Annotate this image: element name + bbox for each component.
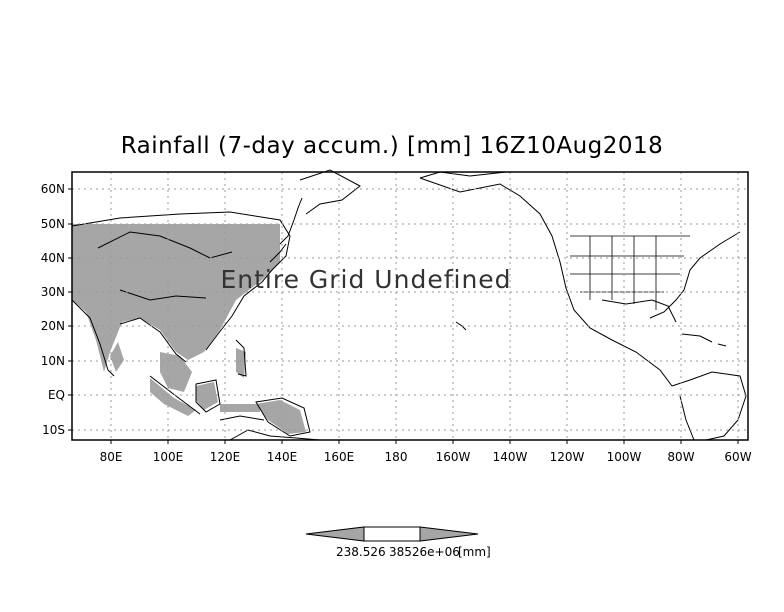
- lon-tick-label: 120E: [210, 450, 241, 464]
- undefined-grid-message: Entire Grid Undefined: [220, 265, 511, 294]
- lon-tick-label: 160W: [436, 450, 471, 464]
- lon-tick-label: 120W: [550, 450, 585, 464]
- lat-tick-label: 40N: [41, 251, 65, 265]
- shaded-rain-region: [72, 224, 306, 434]
- map-title: Rainfall (7-day accum.) [mm] 16Z10Aug201…: [120, 133, 664, 159]
- longitude-axis: 80E 100E 120E 140E 160E 180 160W 140W 120W 100W 80…: [100, 440, 752, 464]
- lat-tick-label: 50N: [41, 217, 65, 231]
- lon-tick-label: 180: [385, 450, 408, 464]
- us-state-borders: [570, 235, 690, 310]
- colorbar-label-min: 238.526: [336, 545, 386, 559]
- map-frame: [71, 171, 749, 441]
- lat-tick-label: 10N: [41, 354, 65, 368]
- lat-tick-label: EQ: [48, 388, 65, 402]
- colorbar-left-arrow: [305, 526, 365, 542]
- colorbar-box: [363, 526, 421, 542]
- latitude-axis: 60N 50N 40N 30N 20N 10N EQ 10S: [41, 182, 72, 437]
- colorbar: 238.526 38526e+06 [mm]: [305, 526, 491, 559]
- colorbar-label-max: 38526e+06: [389, 545, 460, 559]
- lon-tick-label: 140E: [267, 450, 298, 464]
- lat-tick-label: 60N: [41, 182, 65, 196]
- lat-tick-label: 10S: [42, 423, 65, 437]
- lon-tick-label: 100E: [153, 450, 184, 464]
- lon-tick-label: 160E: [324, 450, 355, 464]
- lon-tick-label: 60W: [724, 450, 751, 464]
- lat-tick-label: 20N: [41, 319, 65, 333]
- lon-tick-label: 80E: [100, 450, 123, 464]
- lon-tick-label: 80W: [667, 450, 694, 464]
- colorbar-units: [mm]: [458, 545, 491, 559]
- lat-tick-label: 30N: [41, 285, 65, 299]
- lon-tick-label: 140W: [493, 450, 528, 464]
- lon-tick-label: 100W: [607, 450, 642, 464]
- graticule: [72, 172, 748, 440]
- colorbar-right-arrow: [419, 526, 479, 542]
